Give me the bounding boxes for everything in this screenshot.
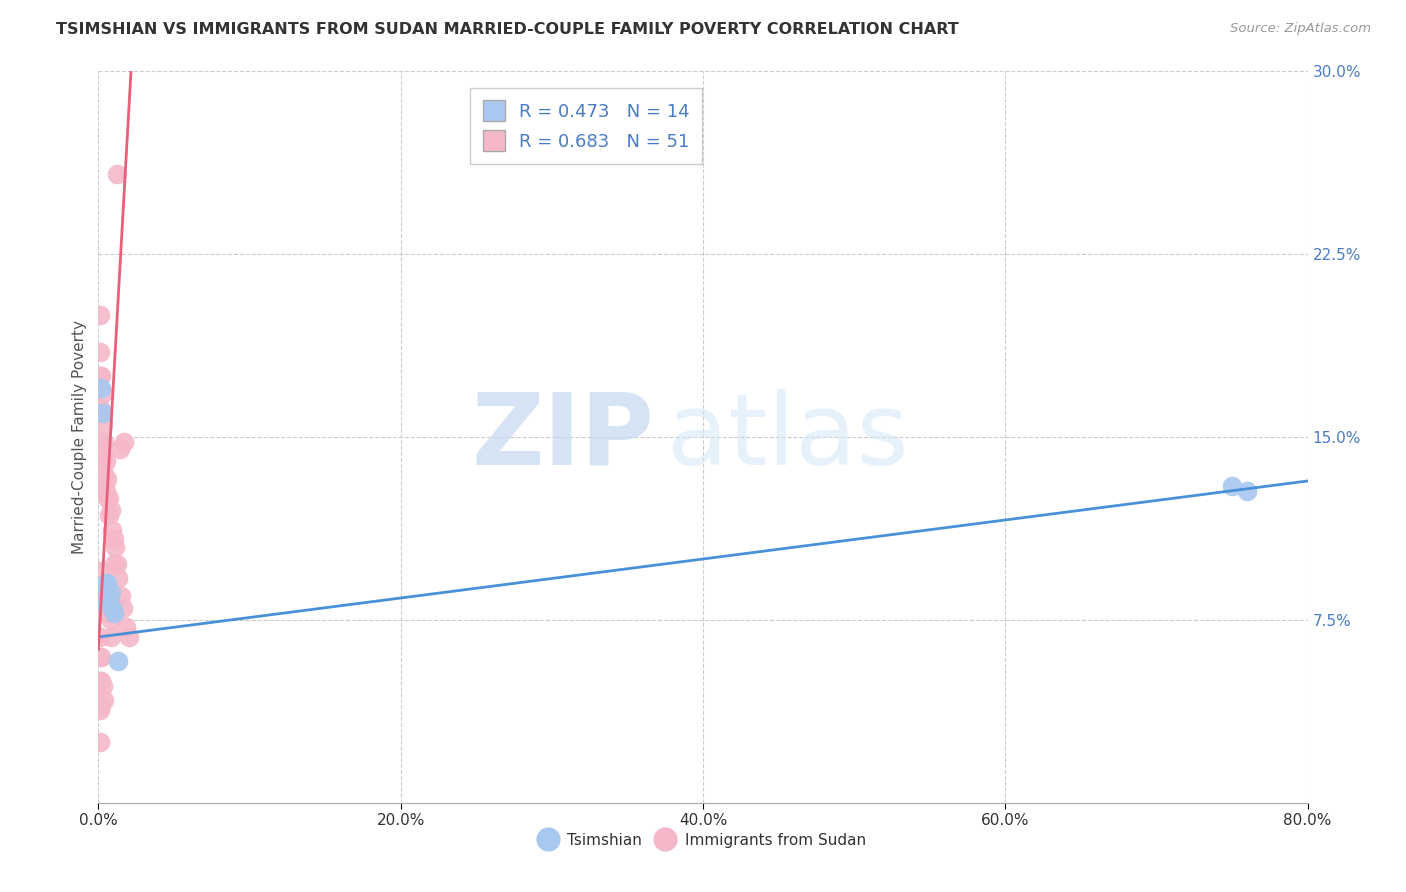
Point <box>89 606 111 620</box>
Point <box>93 434 115 449</box>
Point <box>103 533 125 547</box>
Point <box>91 447 114 461</box>
Point <box>94 483 117 498</box>
Point <box>89 401 111 415</box>
Point <box>94 576 117 591</box>
Point <box>108 442 131 457</box>
Point <box>104 540 127 554</box>
Point <box>91 406 114 420</box>
Point <box>100 586 122 600</box>
Point <box>96 576 118 591</box>
Point <box>93 596 115 610</box>
Text: ZIP: ZIP <box>472 389 655 485</box>
Point <box>90 406 112 420</box>
Point <box>103 606 125 620</box>
Point <box>89 630 111 644</box>
Point <box>94 596 117 610</box>
Point <box>100 630 122 644</box>
Point <box>118 630 141 644</box>
Point <box>90 381 112 395</box>
Point <box>90 673 112 688</box>
Point <box>100 503 122 517</box>
Point <box>90 434 112 449</box>
Point <box>101 606 124 620</box>
Point <box>96 471 118 485</box>
Point <box>111 600 134 615</box>
Point <box>1220 479 1243 493</box>
Point <box>112 434 135 449</box>
Point <box>91 386 114 401</box>
Point <box>103 557 125 571</box>
Text: TSIMSHIAN VS IMMIGRANTS FROM SUDAN MARRIED-COUPLE FAMILY POVERTY CORRELATION CHA: TSIMSHIAN VS IMMIGRANTS FROM SUDAN MARRI… <box>56 22 959 37</box>
Point <box>110 589 132 603</box>
Legend: R = 0.473   N = 14, R = 0.683   N = 51: R = 0.473 N = 14, R = 0.683 N = 51 <box>470 87 702 164</box>
Point <box>100 613 122 627</box>
Point <box>91 679 114 693</box>
Text: atlas: atlas <box>666 389 908 485</box>
Point <box>94 454 117 468</box>
Point <box>93 467 115 481</box>
Point <box>89 564 111 578</box>
Point <box>96 491 118 505</box>
Point <box>89 308 111 322</box>
Point <box>89 589 111 603</box>
Point <box>91 479 114 493</box>
Point <box>89 673 111 688</box>
Point <box>98 508 121 522</box>
Text: Source: ZipAtlas.com: Source: ZipAtlas.com <box>1230 22 1371 36</box>
Point <box>89 649 111 664</box>
Point <box>93 589 115 603</box>
Point <box>89 703 111 717</box>
Point <box>107 572 129 586</box>
Point <box>91 417 114 432</box>
Point <box>90 369 112 384</box>
Point <box>98 491 121 505</box>
Point <box>89 344 111 359</box>
Point <box>107 654 129 668</box>
Point <box>1236 483 1258 498</box>
Y-axis label: Married-Couple Family Poverty: Married-Couple Family Poverty <box>72 320 87 554</box>
Point <box>98 593 121 607</box>
Point <box>90 698 112 713</box>
Point <box>105 557 128 571</box>
Point <box>101 523 124 537</box>
Point <box>90 649 112 664</box>
Point <box>89 735 111 749</box>
Point <box>89 369 111 384</box>
Point <box>105 167 128 181</box>
Point <box>114 620 136 634</box>
Point <box>96 606 118 620</box>
Point <box>93 693 115 707</box>
Point <box>101 600 124 615</box>
